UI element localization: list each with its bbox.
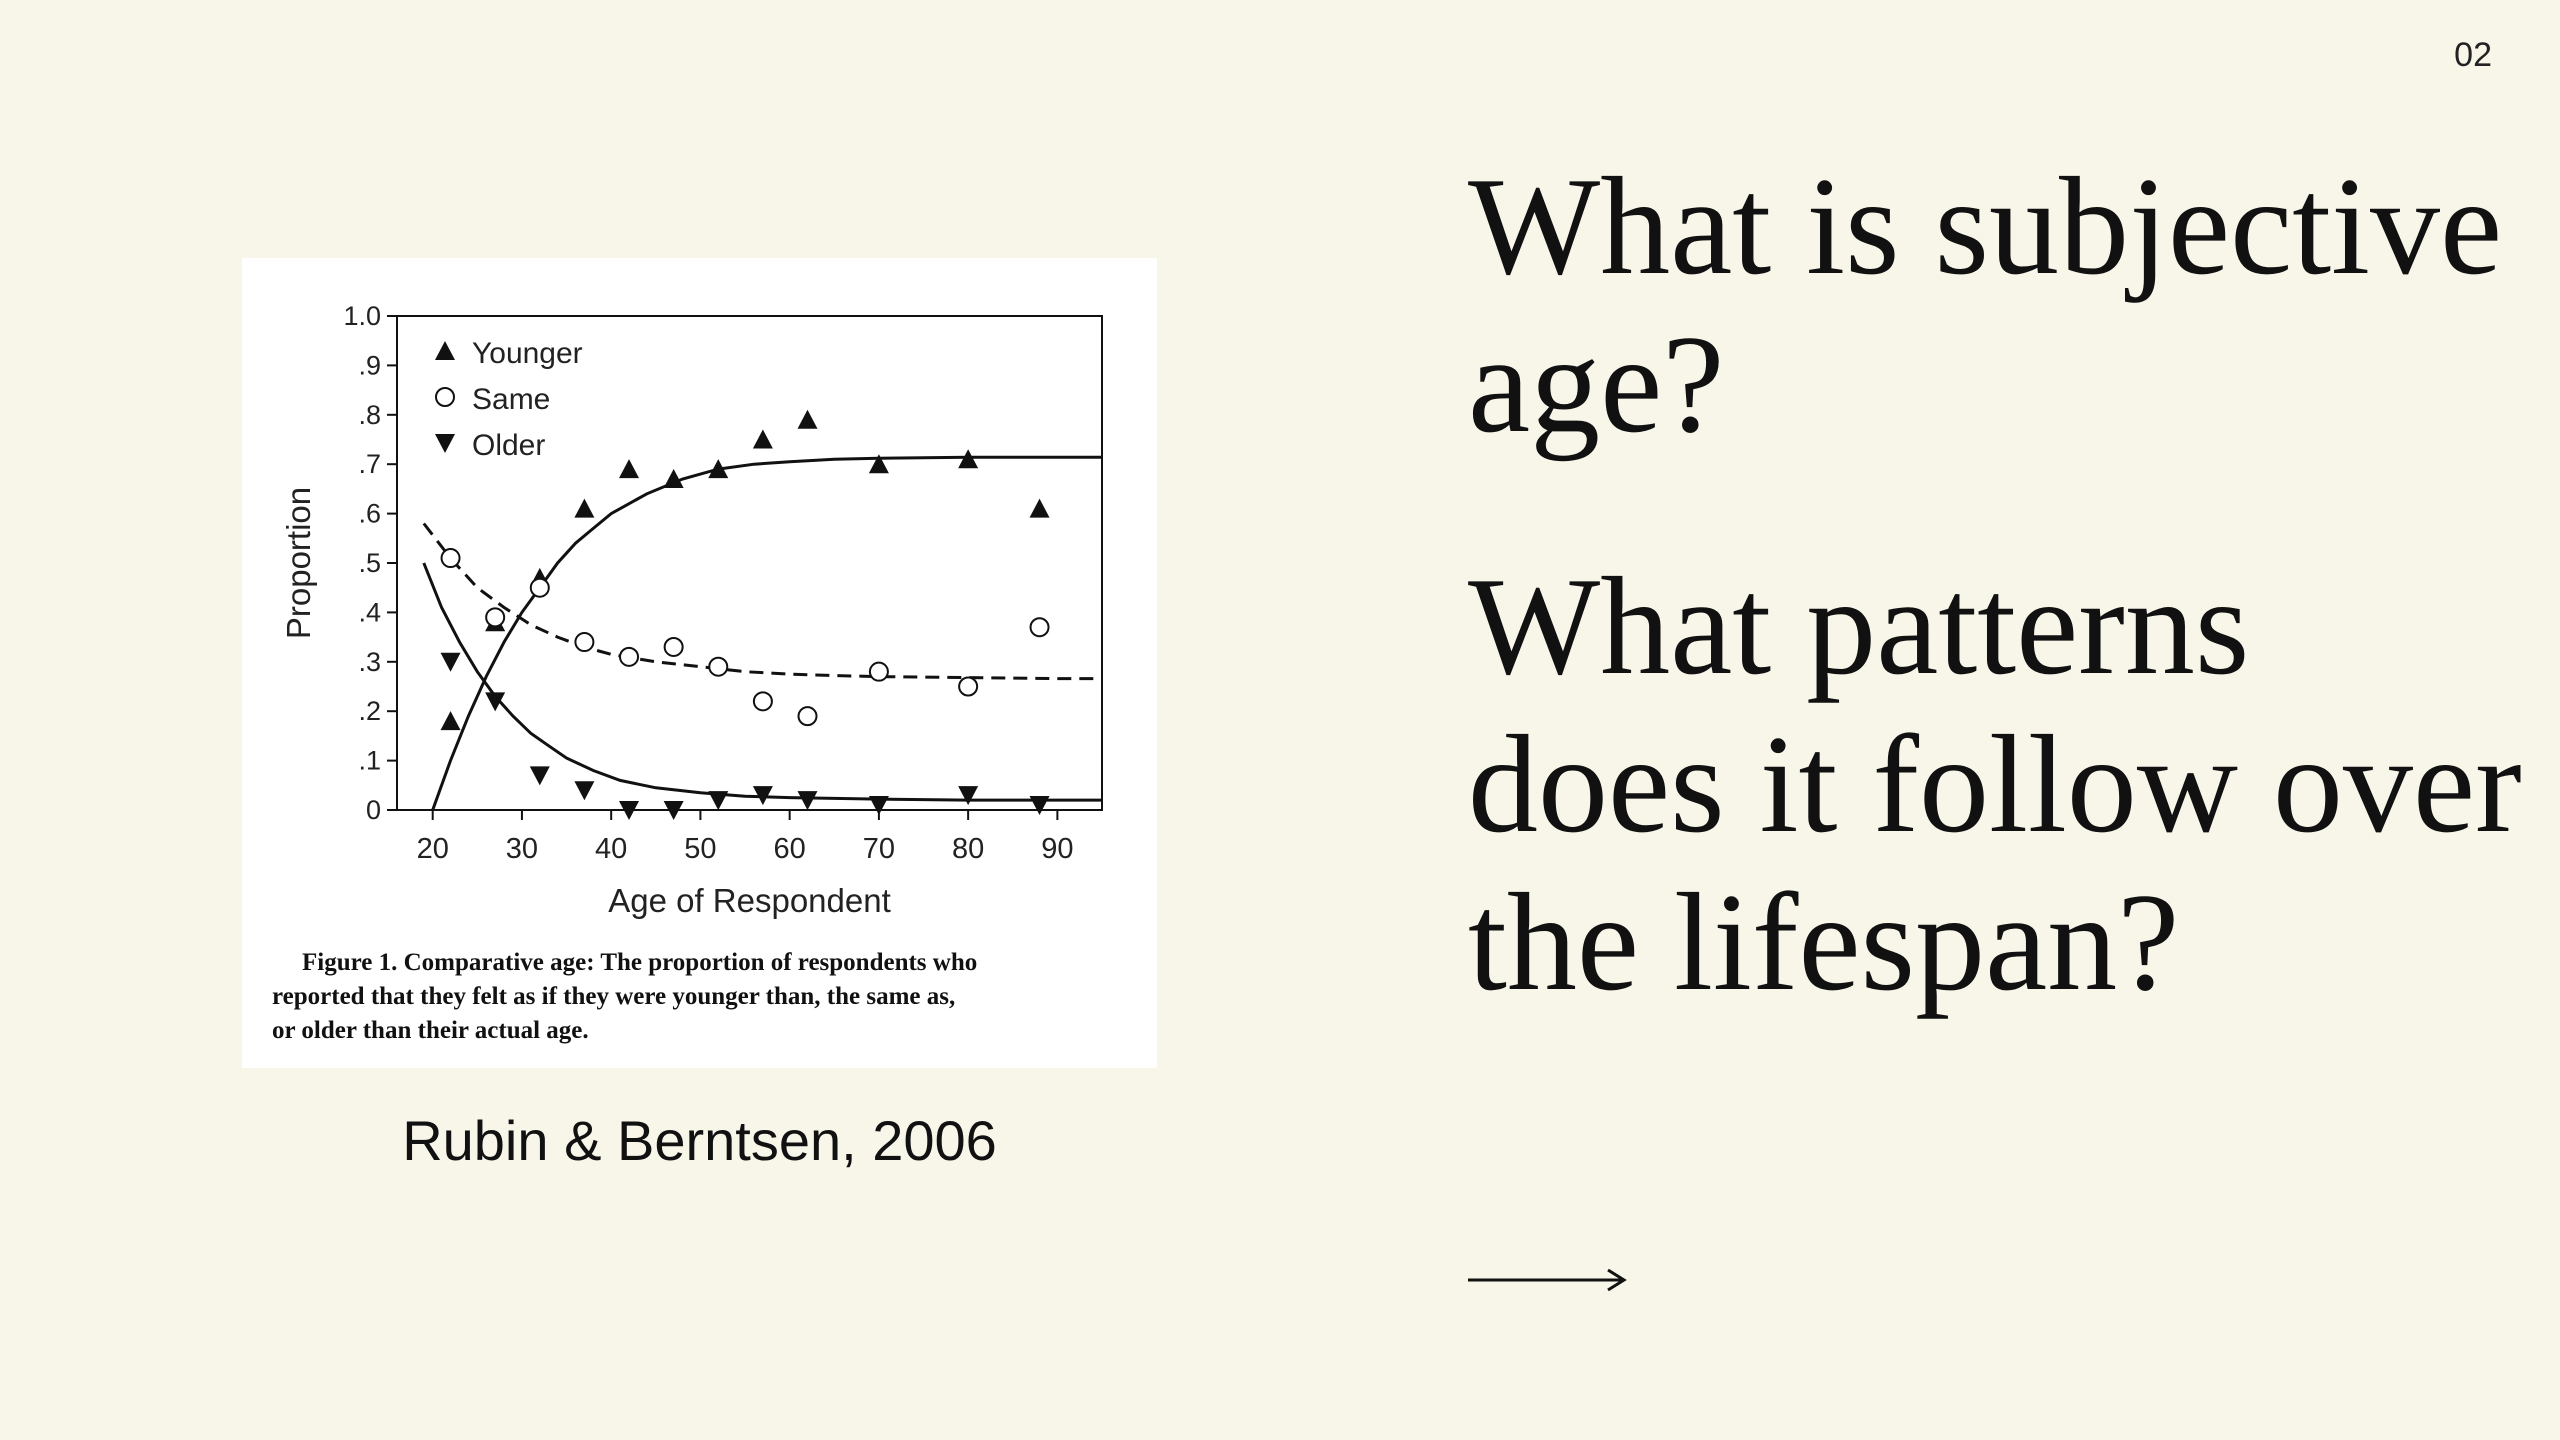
- younger-point: [708, 459, 729, 479]
- question-lifespan-patterns: What patterns does it follow over the li…: [1468, 549, 2522, 1020]
- long-right-arrow-icon[interactable]: [1468, 1262, 1628, 1298]
- older-point: [797, 791, 818, 811]
- question-subjective-age: What is subjective age?: [1468, 149, 2503, 462]
- same-point: [708, 656, 729, 677]
- x-tick-label: 80: [952, 833, 984, 865]
- older-point: [440, 652, 461, 672]
- older-legend-marker: [435, 434, 455, 453]
- same-point: [752, 691, 773, 712]
- same-point: [485, 607, 506, 628]
- younger-point: [619, 459, 640, 479]
- same-point: [958, 676, 979, 697]
- older-point: [708, 791, 729, 811]
- y-tick-label: .6: [358, 499, 381, 529]
- same-point: [868, 661, 889, 682]
- caption-line: or older than their actual age.: [272, 1017, 589, 1044]
- figure-card: 0 .1 .2 .3 .4 .5 .6 .7 .8 .9 1.0 20 30 40 50 60 70 80 90 Ag…: [242, 258, 1157, 1068]
- citation: Rubin & Berntsen, 2006: [402, 1109, 997, 1172]
- caption-line: reported that they felt as if they were …: [272, 983, 956, 1010]
- older-fit-curve: [422, 562, 1102, 802]
- x-tick-label: 50: [684, 833, 716, 865]
- same-point: [574, 632, 595, 653]
- older-point: [1029, 796, 1050, 816]
- page-number: 02: [2454, 36, 2492, 74]
- comparative-age-chart: 0 .1 .2 .3 .4 .5 .6 .7 .8 .9 1.0 20 30 40 50 60 70 80 90 Ag…: [280, 301, 1103, 919]
- y-tick-label: .2: [358, 696, 381, 726]
- y-tick-label: .5: [358, 548, 381, 578]
- x-tick-label: 70: [863, 833, 895, 865]
- older-point: [663, 801, 684, 820]
- x-tick-label: 20: [417, 833, 449, 865]
- younger-point: [663, 469, 684, 489]
- older-point: [958, 786, 979, 806]
- older-point: [529, 766, 550, 786]
- same-point: [663, 636, 684, 657]
- x-tick-label: 40: [595, 833, 627, 865]
- younger-point: [752, 429, 773, 449]
- y-tick-label: .7: [358, 449, 381, 479]
- y-tick-label: .1: [358, 746, 381, 776]
- younger-legend-label: Younger: [472, 337, 583, 370]
- y-tick-label: .8: [358, 400, 381, 430]
- same-point: [619, 646, 640, 667]
- older-point: [574, 781, 595, 801]
- x-tick-label: 90: [1041, 833, 1073, 865]
- younger-fit-curve: [431, 455, 1102, 811]
- same-legend-label: Same: [472, 383, 550, 416]
- x-tick-label: 30: [506, 833, 538, 865]
- older-point: [619, 801, 640, 820]
- older-point: [485, 692, 506, 712]
- same-point: [529, 577, 550, 598]
- y-tick-label: 1.0: [343, 301, 381, 331]
- older-point: [868, 796, 889, 816]
- y-tick-label: .3: [358, 647, 381, 677]
- y-axis-label: Proportion: [280, 487, 317, 639]
- younger-point: [574, 498, 595, 518]
- same-fit-curve: [422, 522, 1102, 681]
- same-point: [440, 548, 461, 569]
- y-tick-label: 0: [366, 795, 381, 825]
- older-point: [752, 786, 773, 806]
- younger-point: [958, 449, 979, 469]
- caption-line: Figure 1. Comparative age: The proportio…: [302, 949, 978, 976]
- same-point: [797, 706, 818, 727]
- older-legend-label: Older: [472, 429, 545, 462]
- younger-point: [797, 409, 818, 429]
- younger-legend-marker: [435, 341, 455, 360]
- younger-point: [868, 454, 889, 474]
- figure-caption: Figure 1. Comparative age: The proportio…: [272, 946, 1129, 1048]
- younger-point: [1029, 498, 1050, 518]
- x-tick-label: 60: [774, 833, 806, 865]
- x-axis-label: Age of Respondent: [608, 882, 891, 919]
- same-legend-marker: [435, 387, 455, 407]
- same-point: [1029, 617, 1050, 638]
- y-tick-label: .9: [358, 350, 381, 380]
- y-tick-label: .4: [358, 597, 381, 627]
- younger-point: [440, 711, 461, 731]
